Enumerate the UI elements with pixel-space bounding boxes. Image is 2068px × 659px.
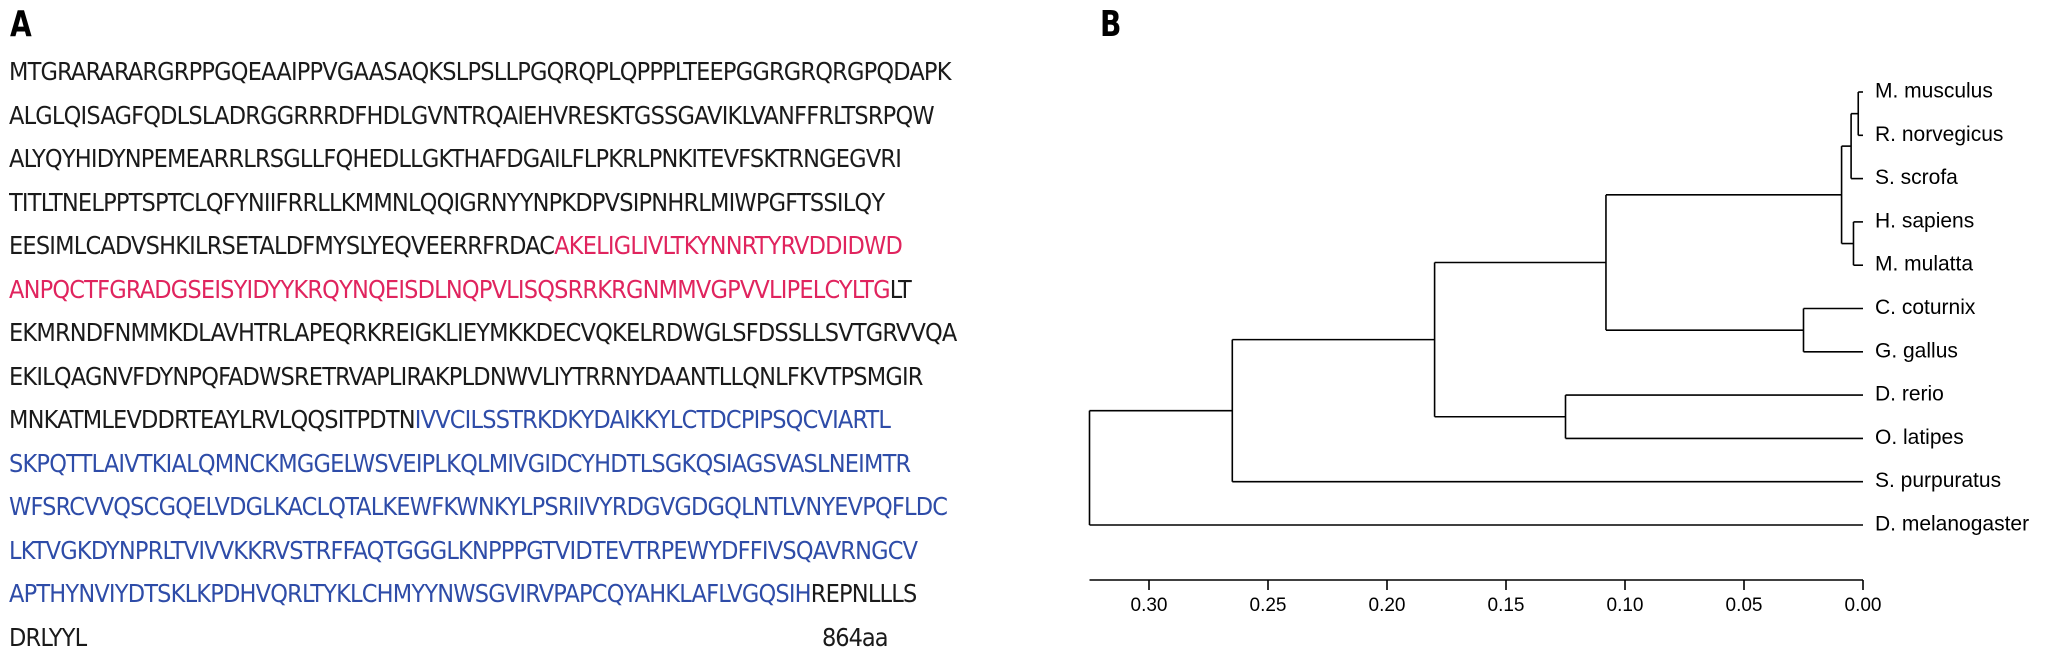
taxon-label: H. sapiens (1875, 209, 1974, 232)
scale-axis-tick-label: 0.00 (1845, 595, 1882, 616)
taxon-label: S. purpuratus (1875, 469, 2001, 492)
scale-axis-tick-label: 0.25 (1250, 595, 1287, 616)
taxon-label: G. gallus (1875, 339, 1958, 362)
taxon-label: R. norvegicus (1875, 123, 2003, 146)
taxon-label: C. coturnix (1875, 296, 1976, 319)
taxon-label: M. mulatta (1875, 253, 1973, 276)
scale-axis-tick-label: 0.20 (1369, 595, 1406, 616)
phylogenetic-tree: M. musculus R. norvegicus S. scrofa H. sapi… (0, 0, 2068, 630)
scale-axis-tick-label: 0.15 (1488, 595, 1525, 616)
scale-axis-tick-label: 0.30 (1131, 595, 1168, 616)
taxon-label: S. scrofa (1875, 166, 1958, 189)
taxon-label: D. melanogaster (1875, 513, 2029, 536)
taxon-label: D. rerio (1875, 383, 1944, 406)
taxon-label: O. latipes (1875, 426, 1964, 449)
scale-axis-tick-label: 0.10 (1607, 595, 1644, 616)
scale-axis-tick-label: 0.05 (1726, 595, 1763, 616)
taxon-label: M. musculus (1875, 80, 1993, 103)
